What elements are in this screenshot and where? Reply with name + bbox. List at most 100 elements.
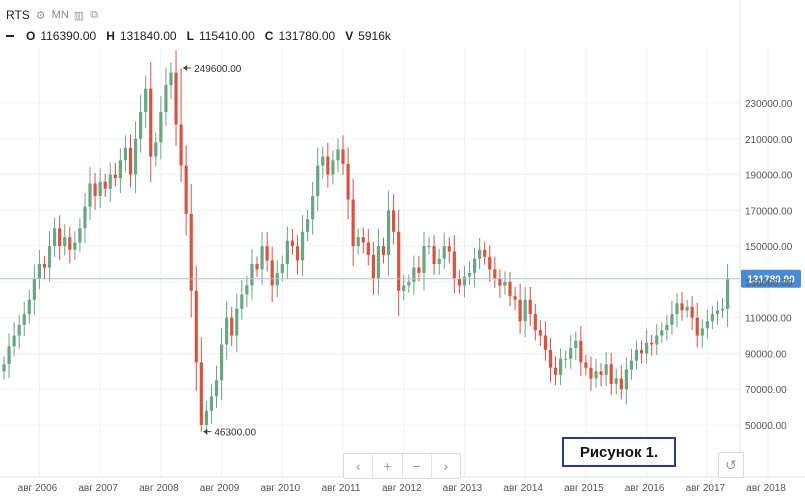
candle [660,322,664,344]
candle-body [442,246,446,259]
candle-body [12,335,16,347]
candle [88,167,92,220]
gear-icon[interactable]: ⚙ [35,9,46,22]
candle-body [306,219,310,232]
candle [321,147,325,179]
candle-body [73,242,77,250]
candle [139,94,143,153]
timeframe-label[interactable]: MN [51,9,69,21]
y-tick-label: 150000.00 [745,242,793,253]
compare-icon[interactable]: ⧉ [90,8,99,21]
candle-body [149,88,153,157]
candle [184,145,188,236]
candle [27,289,31,324]
candle-body [154,142,158,157]
zoom-out-button[interactable]: − [403,454,432,478]
candle-body [326,156,330,175]
candle-body [361,237,365,243]
x-tick-label: авг 2011 [322,483,361,494]
candle [209,384,214,424]
candle-body [407,281,411,286]
candle-body [675,303,679,315]
bars-icon[interactable]: ▥ [73,9,85,22]
scroll-right-button[interactable]: › [443,458,449,474]
x-tick-label: авг 2008 [139,483,179,494]
candle-body [392,210,396,232]
candle-body [472,258,477,273]
candle [32,264,36,315]
candle-body [685,306,689,311]
candle [553,356,558,386]
candle [123,135,128,172]
candle-body [518,299,522,322]
candle [113,163,117,187]
candle-body [53,228,57,247]
candle-body [599,371,603,375]
candle [493,256,497,288]
candle-body [17,324,21,336]
candle [407,274,411,293]
candle [265,231,269,272]
x-tick-label: авг 2016 [625,483,665,494]
candle-body [113,174,117,179]
candle-body [336,149,340,161]
candle-body [300,231,305,261]
candle-body [604,364,608,375]
last-price-badge [741,269,801,288]
candle-body [240,294,244,309]
candle-body [275,272,279,286]
candle-body [366,242,370,256]
candle [103,173,107,197]
candle-body [250,264,254,286]
reset-chart-button[interactable]: ↺ [718,452,744,478]
candle [98,168,102,209]
candles [2,50,730,435]
figure-label: Рисунок 1. [562,437,676,467]
candle [159,95,163,160]
candle-body [83,206,87,229]
candle-body [331,160,335,175]
candle [361,227,365,254]
collapse-icon[interactable] [6,35,14,37]
candle [695,302,699,348]
candle [290,228,295,255]
candle-body [680,303,684,311]
candle [498,269,502,298]
candle-body [528,299,532,315]
zoom-in-button[interactable]: + [373,454,403,478]
y-tick-label: 70000.00 [745,385,787,396]
y-tick-label: 190000.00 [745,171,793,182]
scroll-left-button[interactable]: ‹ [344,454,374,478]
candle [63,224,67,256]
candle-body [32,278,36,300]
candle-body [199,362,203,425]
x-axis: авг 2006 авг 2007 авг 2008 авг 2009 авг 2010… [0,476,805,494]
candle [386,190,391,276]
candle [285,226,289,280]
candle [569,334,573,369]
candle [604,352,608,387]
candle [584,354,588,376]
candle-body [483,249,487,257]
candle [37,249,42,290]
candle [483,241,487,265]
volume-value: 5916k [358,29,391,43]
candle-body [614,378,618,384]
candle [351,178,355,267]
candle [7,333,11,379]
candle [614,368,618,395]
candle [164,67,168,126]
candle-body [715,310,720,315]
candle-body [78,228,82,243]
candle [619,365,623,400]
candle-body [58,228,62,247]
candle [392,194,396,245]
candle [478,237,482,270]
candle-body [63,237,67,247]
symbol-label[interactable]: RTS [6,8,30,22]
candle-body [219,344,224,381]
candle [462,265,467,298]
candle-body [725,278,730,309]
candle [47,231,52,282]
